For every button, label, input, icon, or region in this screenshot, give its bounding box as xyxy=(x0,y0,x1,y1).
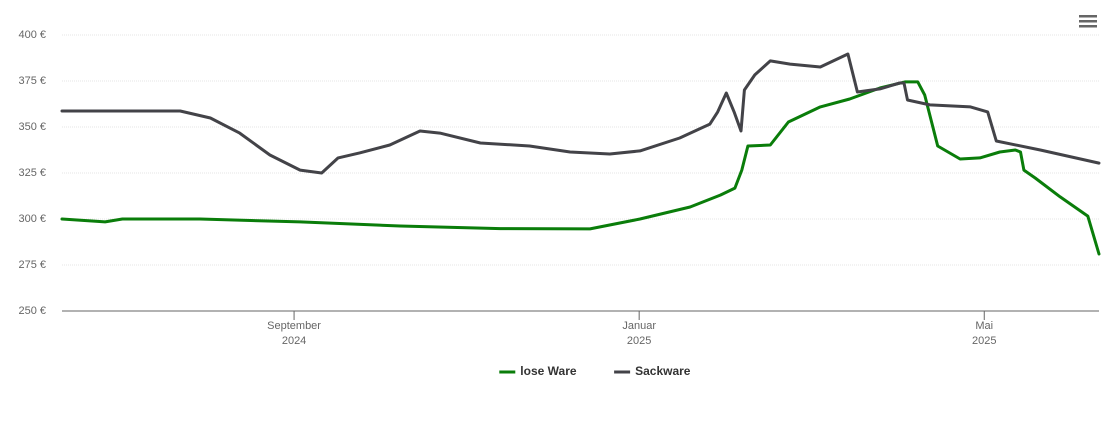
x-tick-label: Mai 2025 xyxy=(972,320,996,347)
series-line xyxy=(60,80,1101,256)
x-tick-label-line: Mai xyxy=(975,320,993,332)
legend-label: Sackware xyxy=(635,364,691,378)
x-tick-label-line: 2025 xyxy=(627,335,651,347)
legend-item[interactable]: lose Ware xyxy=(499,364,577,378)
legend: lose Ware Sackware xyxy=(499,364,691,378)
y-tick-label: 375 € xyxy=(18,75,46,87)
menu-icon[interactable] xyxy=(1079,15,1097,28)
x-tick-label-line: September xyxy=(267,320,321,332)
legend-label: lose Ware xyxy=(520,364,577,378)
y-tick-label: 300 € xyxy=(18,213,46,225)
y-tick-label: 250 € xyxy=(18,305,46,317)
legend-item[interactable]: Sackware xyxy=(614,364,691,378)
x-tick-label-line: 2024 xyxy=(282,335,306,347)
x-tick-label-line: 2025 xyxy=(972,335,996,347)
x-tick-label: Januar 2025 xyxy=(622,320,656,347)
y-tick-label: 350 € xyxy=(18,121,46,133)
y-tick-label: 275 € xyxy=(18,259,46,271)
y-tick-label: 325 € xyxy=(18,167,46,179)
series-line xyxy=(60,52,1101,175)
x-tick-label: September 2024 xyxy=(267,320,321,347)
y-tick-label: 400 € xyxy=(18,29,46,41)
x-tick-label-line: Januar xyxy=(622,320,656,332)
